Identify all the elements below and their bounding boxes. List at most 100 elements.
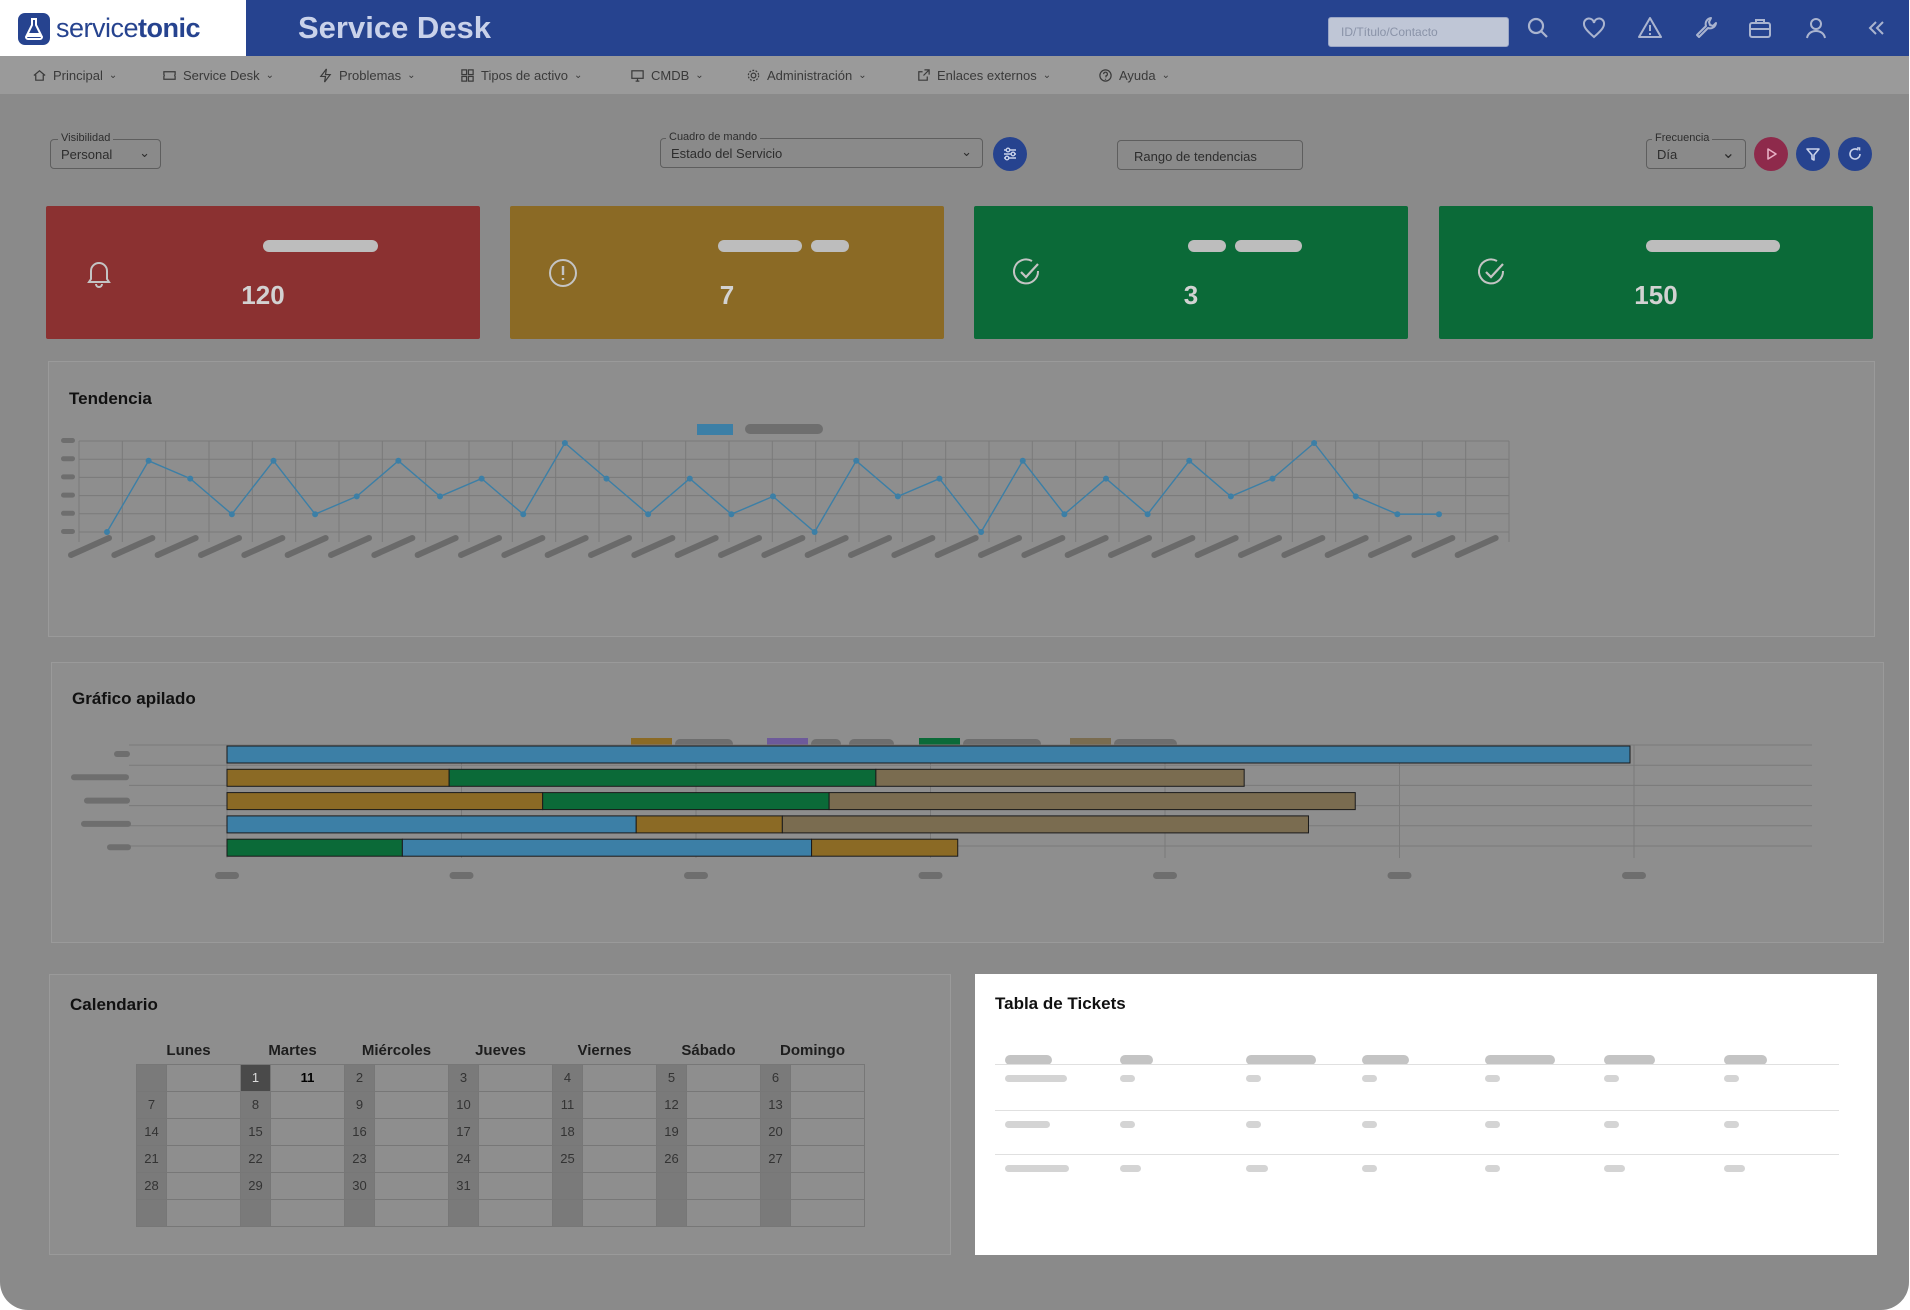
calendar-day-cell[interactable] [270,1171,345,1200]
calendar-day-cell[interactable] [478,1117,553,1146]
calendar-day-number[interactable]: 1 [240,1063,271,1092]
kpi-card-open[interactable]: 120 [46,206,480,339]
calendar-day-cell[interactable] [166,1171,241,1200]
calendar-day-cell[interactable] [374,1063,449,1092]
calendar-day-number[interactable]: 3 [448,1063,479,1092]
calendar-day-cell[interactable] [790,1117,865,1146]
calendar-day-cell[interactable] [478,1171,553,1200]
calendar-day-number[interactable]: 17 [448,1117,479,1146]
calendar-day-number[interactable]: 16 [344,1117,375,1146]
search-input[interactable]: ID/Título/Contacto [1328,17,1509,47]
calendar-day-cell[interactable] [582,1144,657,1173]
calendar-day-number[interactable]: 14 [136,1117,167,1146]
nav-problemas[interactable]: Problemas ⌄ [318,68,416,83]
nav-principal[interactable]: Principal ⌄ [32,68,117,83]
calendar-day-number[interactable]: 30 [344,1171,375,1200]
data-point [1019,457,1026,464]
trend-range-button[interactable]: Rango de tendencias [1117,140,1303,170]
user-icon[interactable] [1802,14,1830,42]
collapse-icon[interactable] [1862,14,1890,42]
calendar-day-number[interactable]: 8 [240,1090,271,1119]
calendar-day-cell[interactable] [270,1144,345,1173]
calendar-day-number[interactable]: 25 [552,1144,583,1173]
nav-tipos-de-activo[interactable]: Tipos de activo ⌄ [460,68,582,83]
calendar-day-number[interactable]: 9 [344,1090,375,1119]
calendar-day-cell[interactable] [582,1090,657,1119]
kpi-card-pending[interactable]: 7 [510,206,944,339]
nav-ayuda[interactable]: Ayuda ⌄ [1098,68,1170,83]
calendar-day-cell[interactable] [686,1090,761,1119]
play-button[interactable] [1754,137,1788,171]
search-icon[interactable] [1524,14,1552,42]
warning-icon[interactable] [1636,14,1664,42]
filter-button[interactable] [1796,137,1830,171]
calendar-day-number[interactable]: 5 [656,1063,687,1092]
calendar-day-number[interactable]: 31 [448,1171,479,1200]
calendar-day-number[interactable]: 20 [760,1117,791,1146]
refresh-button[interactable] [1838,137,1872,171]
calendar-day-number[interactable]: 2 [344,1063,375,1092]
calendar-day-cell[interactable] [166,1090,241,1119]
calendar-day-cell[interactable] [686,1063,761,1092]
calendar-day-number[interactable]: 4 [552,1063,583,1092]
nav-enlaces-externos[interactable]: Enlaces externos ⌄ [916,68,1051,83]
calendar-day-cell[interactable] [582,1117,657,1146]
heart-icon[interactable] [1580,14,1608,42]
calendar-day-cell[interactable] [790,1090,865,1119]
nav-cmdb[interactable]: CMDB ⌄ [630,68,704,83]
wrench-icon[interactable] [1692,14,1720,42]
calendar-day-cell[interactable] [374,1171,449,1200]
table-divider [995,1064,1839,1065]
calendar-day-number [448,1198,479,1227]
calendar-day-number[interactable]: 10 [448,1090,479,1119]
calendar-day-cell[interactable]: 11 [270,1063,345,1092]
briefcase-icon[interactable] [1746,14,1774,42]
calendar-day-cell[interactable] [478,1144,553,1173]
calendar-day-cell[interactable] [790,1144,865,1173]
calendar-day-number[interactable]: 18 [552,1117,583,1146]
brand-name: servicetonic [56,13,201,44]
calendar-day-cell[interactable] [166,1144,241,1173]
y-tick-label [81,820,131,827]
calendar-day-cell[interactable] [686,1117,761,1146]
nav-service-desk[interactable]: Service Desk ⌄ [162,68,274,83]
calendar-day-cell[interactable] [582,1063,657,1092]
calendar-day-number[interactable]: 19 [656,1117,687,1146]
calendar-day-number[interactable]: 15 [240,1117,271,1146]
calendar-day-cell[interactable] [686,1144,761,1173]
calendar-day-number[interactable]: 23 [344,1144,375,1173]
kpi-card-closed[interactable]: 150 [1439,206,1873,339]
kpi-card-resolved[interactable]: 3 [974,206,1408,339]
legend-label-placeholder [745,424,823,434]
calendar-day-number[interactable]: 12 [656,1090,687,1119]
calendar-day-number[interactable]: 26 [656,1144,687,1173]
brand-logo[interactable]: servicetonic [0,0,246,56]
calendar-day-cell[interactable] [270,1090,345,1119]
calendar-day-number[interactable]: 22 [240,1144,271,1173]
x-tick-label [1108,535,1152,558]
calendar-day-cell[interactable] [478,1090,553,1119]
calendar-day-number[interactable]: 29 [240,1171,271,1200]
calendar-day-number[interactable]: 6 [760,1063,791,1092]
nav-administracion[interactable]: Administración ⌄ [746,68,867,83]
calendar-day-cell[interactable] [374,1144,449,1173]
chevron-down-icon: ⌄ [1042,70,1052,81]
calendar-day-cell[interactable] [374,1090,449,1119]
calendar-day-cell[interactable] [374,1117,449,1146]
dashboard-settings-button[interactable] [993,137,1027,171]
calendar-day-number[interactable]: 24 [448,1144,479,1173]
calendar-day-cell[interactable] [166,1117,241,1146]
calendar-day-number[interactable]: 7 [136,1090,167,1119]
calendar-day-number[interactable]: 13 [760,1090,791,1119]
calendar-day-cell[interactable] [270,1117,345,1146]
calendar-day-number[interactable]: 21 [136,1144,167,1173]
calendar-day-cell[interactable] [478,1063,553,1092]
calendar-day-number[interactable]: 27 [760,1144,791,1173]
calendar-day-number[interactable]: 11 [552,1090,583,1119]
dashboard-select[interactable]: Estado del Servicio ⌄ [660,138,983,168]
calendar-day-cell[interactable] [790,1063,865,1092]
trend-panel: Tendencia [48,361,1875,637]
calendar-day-number[interactable]: 28 [136,1171,167,1200]
x-tick-label [1194,535,1239,558]
